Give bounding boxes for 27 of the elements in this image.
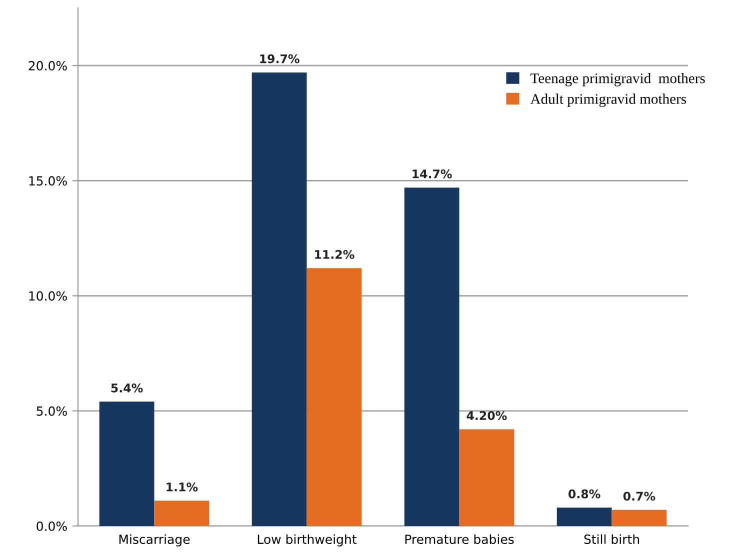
bar [612,510,667,526]
data-label: 14.7% [412,169,452,178]
legend-label: Teenage primigravid mothers [530,73,705,86]
data-label: 1.1% [166,482,198,492]
bar [252,72,307,526]
data-label: 19.7% [260,54,300,64]
y-tick-label: 0.0% [36,521,67,531]
bar [99,402,154,526]
y-tick-label: 20.0% [28,61,67,70]
bar [154,500,210,526]
data-label: 4.20% [466,411,507,420]
bar [306,268,362,526]
data-label: 0.7% [623,492,656,501]
bar [459,429,514,526]
bar [556,508,612,526]
y-tick-label: 15.0% [29,176,67,186]
data-label: 11.2% [315,250,354,259]
y-tick-label: 5.0% [36,406,67,416]
x-tick-label: Low birthweight [258,534,357,546]
bar [404,188,460,526]
x-tick-label: Miscarriage [119,534,190,546]
data-label: 5.4% [111,384,143,392]
y-tick-label: 10.0% [29,291,67,301]
x-tick-label: Premature babies [405,534,514,544]
data-label: 0.8% [568,489,600,498]
x-tick-label: Still birth [584,534,639,544]
legend-label: Adult primigravid mothers [530,94,686,107]
